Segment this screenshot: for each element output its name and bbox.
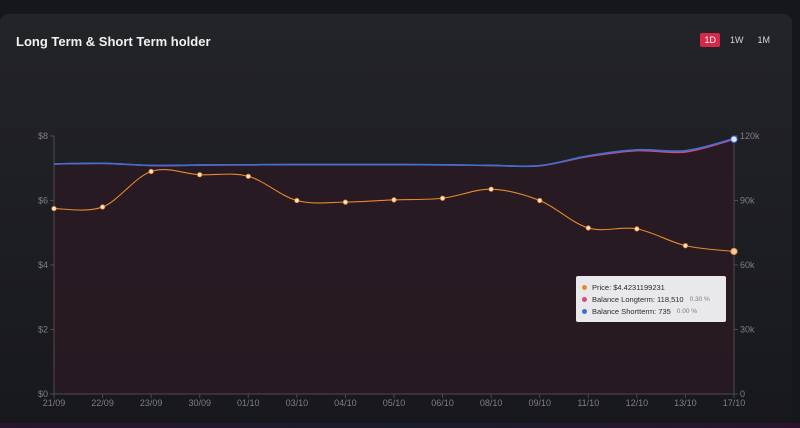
x-tick-label: 09/10 (528, 398, 551, 408)
price-point (537, 197, 543, 204)
shortterm-dot-icon (582, 308, 587, 314)
price-point (682, 243, 689, 249)
left-tick-label: $2 (38, 325, 48, 335)
price-point (245, 173, 251, 179)
x-tick-label: 13/10 (674, 398, 697, 408)
bottom-divider (0, 423, 800, 428)
tooltip-shortterm-row: Balance Shortterm: 735 0.00 % (582, 305, 720, 317)
right-tick-label: 30k (740, 325, 755, 335)
x-tick-label: 11/10 (577, 398, 599, 408)
right-tick-label: 0 (740, 389, 745, 399)
tooltip-shortterm: Balance Shortterm: 735 (592, 306, 671, 316)
left-tick-label: $0 (38, 389, 48, 399)
x-tick-label: 04/10 (334, 398, 357, 408)
left-tick-label: $8 (38, 131, 48, 141)
balance-highlight-point (730, 135, 738, 143)
price-point (294, 197, 300, 204)
left-tick-label: $4 (38, 260, 48, 270)
price-point (148, 168, 154, 175)
right-tick-label: 90k (740, 196, 755, 206)
tooltip-shortterm-pct: 0.00 % (676, 307, 698, 315)
tooltip-price-row: Price: $4.4231199231 (582, 281, 720, 293)
x-tick-label: 30/09 (188, 398, 211, 408)
x-tick-label: 12/10 (626, 398, 649, 408)
price-point (197, 172, 203, 178)
time-range-selector: 1D 1W 1M (700, 33, 774, 47)
x-tick-label: 03/10 (286, 398, 309, 408)
range-1d-button[interactable]: 1D (700, 33, 720, 47)
x-tick-label: 06/10 (431, 398, 454, 408)
price-dot-icon (582, 284, 587, 290)
price-point (730, 247, 738, 256)
range-1m-button[interactable]: 1M (757, 35, 770, 45)
tooltip-longterm: Balance Longterm: 118,510 (592, 294, 684, 304)
price-point (439, 195, 446, 201)
price-point (99, 204, 106, 210)
x-tick-label: 23/09 (140, 398, 163, 408)
range-1w-button[interactable]: 1W (729, 35, 744, 45)
x-tick-label: 08/10 (480, 398, 503, 408)
longterm-area (54, 139, 734, 394)
tooltip-price: Price: $4.4231199231 (592, 282, 665, 292)
x-tick-label: 17/10 (723, 398, 746, 408)
price-point (342, 199, 349, 205)
shortterm-line (53, 137, 735, 168)
price-point (634, 226, 640, 232)
price-point (391, 197, 397, 203)
right-tick-label: 60k (740, 260, 755, 270)
tooltip-longterm-pct: 0.30 % (689, 295, 710, 303)
chart-title: Long Term & Short Term holder (16, 34, 211, 49)
x-tick-label: 22/09 (91, 398, 114, 408)
right-tick-label: 120k (740, 131, 760, 141)
x-tick-label: 01/10 (237, 398, 260, 408)
tooltip-longterm-row: Balance Longterm: 118,510 0.30 % (582, 293, 720, 305)
x-tick-label: 05/10 (383, 398, 406, 408)
longterm-dot-icon (582, 296, 587, 302)
left-tick-label: $6 (38, 196, 48, 206)
price-point (51, 205, 57, 212)
chart-tooltip: Price: $4.4231199231 Balance Longterm: 1… (576, 276, 726, 322)
price-point (488, 186, 494, 192)
price-point (585, 225, 591, 231)
x-tick-label: 21/09 (43, 398, 66, 408)
